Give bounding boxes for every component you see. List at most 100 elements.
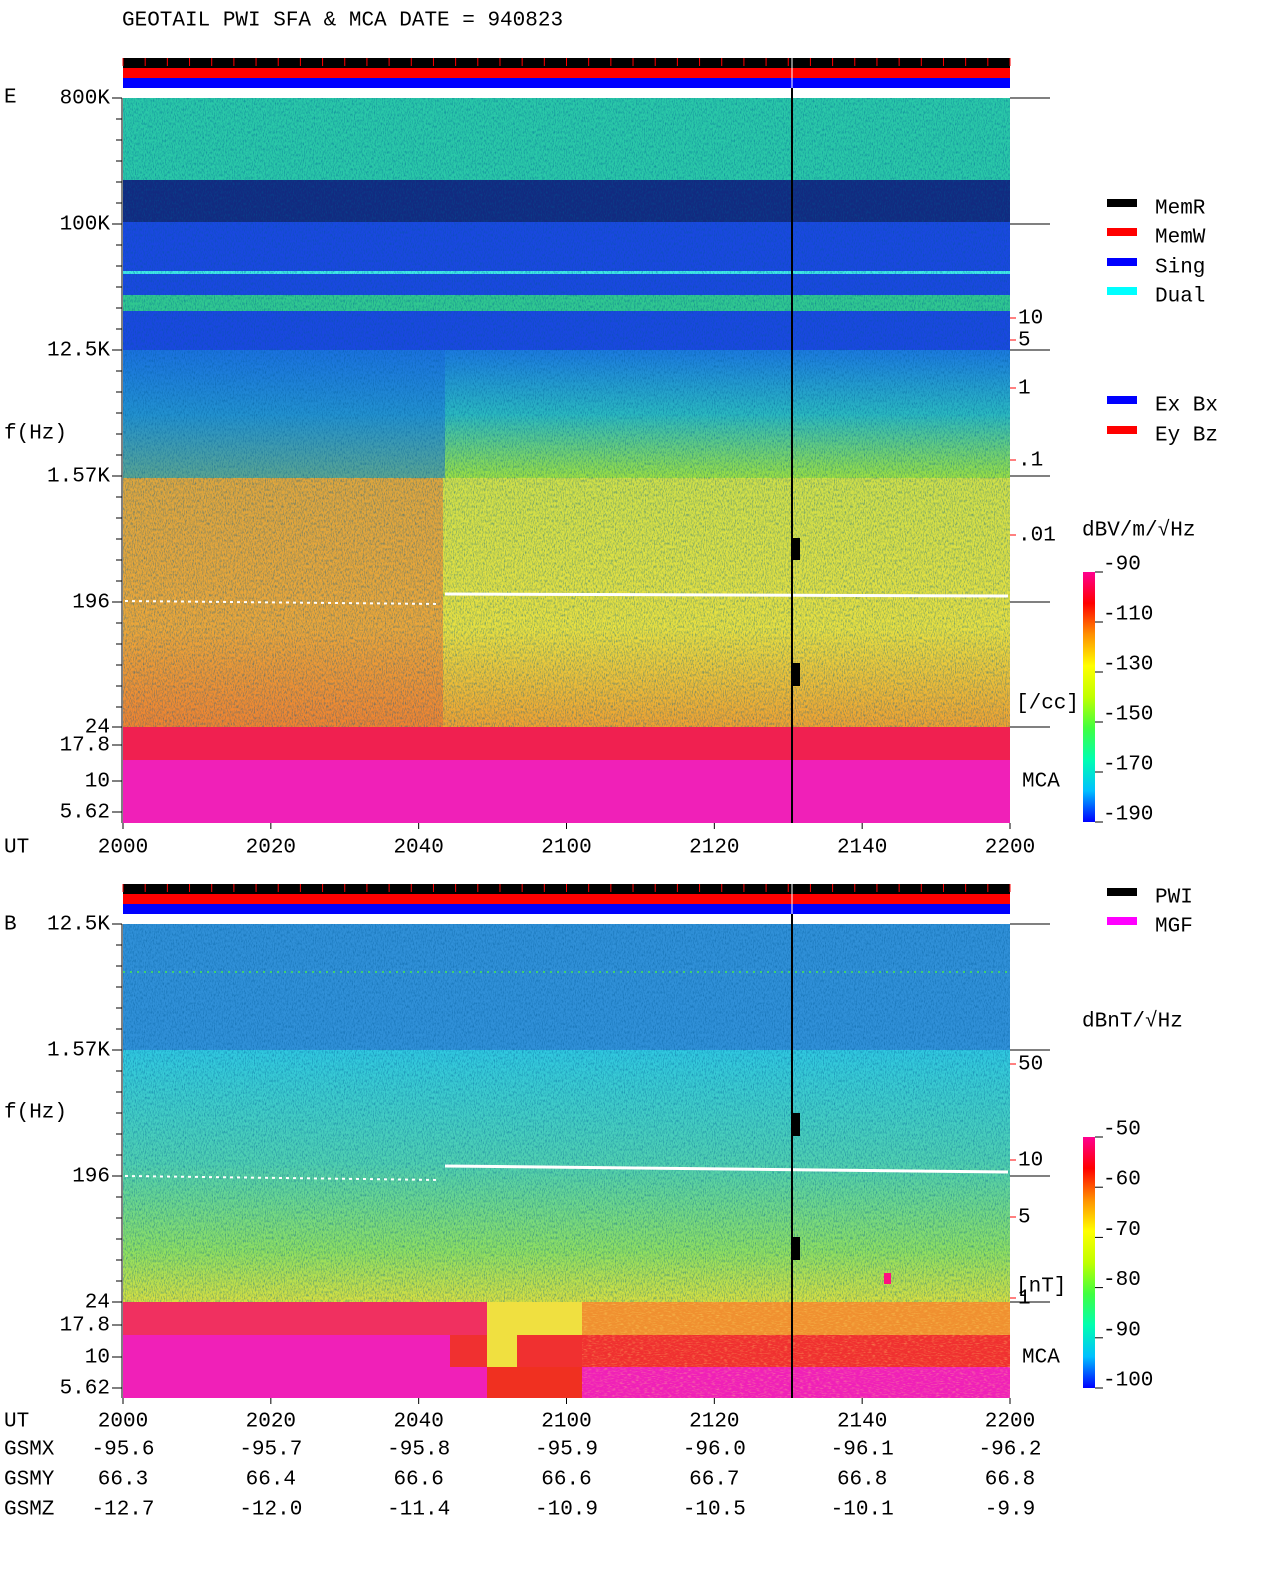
spectrogram-e [123,88,1010,823]
ephemeris-name: GSMX [4,1439,55,1462]
ephemeris-value: 66.3 [98,1469,148,1492]
legend-label: PWI [1155,887,1193,910]
panel-label: B [4,914,17,937]
y-tick-label: 17.8 [60,1315,110,1338]
y2-axis-label: [nT] [1016,1276,1066,1299]
x-tick-label: 2020 [246,837,296,860]
colorbar [1083,1137,1095,1388]
y2-tick-label: .01 [1018,525,1056,548]
x-tick-label: 2040 [393,1411,443,1434]
y2-tick-label: 1 [1018,378,1031,401]
ephemeris-value: -96.1 [831,1439,894,1462]
x-tick-label: 2040 [393,837,443,860]
colorbar-tick-label: -110 [1103,604,1153,627]
y-tick-label: 100K [60,214,111,237]
ephemeris-value: -96.0 [683,1439,746,1462]
ephemeris-value: -10.9 [535,1499,598,1522]
ephemeris-value: 66.4 [246,1469,296,1492]
colorbar-tick-label: -90 [1103,1319,1141,1342]
ephemeris-value: 66.7 [689,1469,739,1492]
y2-tick-label: 5 [1018,1207,1031,1230]
title: GEOTAIL PWI SFA & MCA DATE = 940823 [122,10,563,33]
colorbar-tick-label: -130 [1103,654,1153,677]
panel-label: E [4,87,17,110]
ephemeris-value: 66.6 [541,1469,591,1492]
y2-tick-label: .1 [1018,450,1043,473]
y2-tick-label: 5 [1018,330,1031,353]
y-tick-label: 17.8 [60,735,110,758]
colorbar-label: dBV/m/√Hz [1082,519,1195,543]
x-axis-label: UT [4,1411,29,1434]
legend-label: MemW [1155,227,1206,250]
colorbar-tick-label: -170 [1103,754,1153,777]
ephemeris-value: -95.8 [387,1439,450,1462]
legend-swatch [1107,199,1137,207]
x-tick-label: 2100 [541,837,591,860]
ephemeris-value: 66.8 [985,1469,1035,1492]
y2-tick-label: 50 [1018,1054,1043,1077]
ephemeris-value: -9.9 [985,1499,1035,1522]
legend-label: MemR [1155,198,1206,221]
y-tick-label: 800K [60,88,111,111]
colorbar-tick-label: -70 [1103,1219,1141,1242]
ephemeris-value: -95.6 [91,1439,154,1462]
ephemeris-name: GSMY [4,1469,55,1492]
x-tick-label: 2000 [98,837,148,860]
legend-swatch [1107,228,1137,236]
y2-tick-label: 1 [1018,1288,1031,1311]
y-tick-label: 196 [72,592,110,615]
x-axis-label: UT [4,837,29,860]
colorbar-tick-label: -190 [1103,804,1153,827]
legend-label: Dual [1155,286,1205,309]
mca-label: MCA [1022,1347,1060,1370]
y-tick-label: 24 [85,1292,110,1315]
x-tick-label: 2020 [246,1411,296,1434]
y2-tick-label: 10 [1018,308,1043,331]
y-tick-label: 12.5K [47,340,110,363]
colorbar-tick-label: -80 [1103,1269,1141,1292]
x-tick-label: 2200 [985,1411,1035,1434]
ephemeris-value: -95.7 [239,1439,302,1462]
colorbar-tick-label: -100 [1103,1370,1153,1393]
ephemeris-value: -12.7 [91,1499,154,1522]
y-tick-label: 24 [85,717,110,740]
legend-swatch [1107,426,1137,434]
colorbar-tick-label: -150 [1103,704,1153,727]
ephemeris-value: -10.1 [831,1499,894,1522]
ephemeris-value: 66.8 [837,1469,887,1492]
legend-label: Ex Bx [1155,395,1218,418]
ephemeris-value: 66.6 [393,1469,443,1492]
y2-tick-label: 10 [1018,1150,1043,1173]
y-axis-label: f(Hz) [4,1102,67,1125]
ephemeris-value: -11.4 [387,1499,450,1522]
legend-swatch [1107,287,1137,295]
y-axis-label: f(Hz) [4,423,67,446]
x-tick-label: 2140 [837,1411,887,1434]
colorbar-tick-label: -60 [1103,1169,1141,1192]
y-tick-label: 1.57K [47,466,110,489]
y-tick-label: 10 [85,1347,110,1370]
y-tick-label: 5.62 [60,802,110,825]
legend-swatch [1107,888,1137,896]
y-tick-label: 196 [72,1166,110,1189]
y2-axis-label: [/cc] [1016,693,1079,716]
colorbar [1083,572,1095,822]
spectrogram-b [123,914,1010,1398]
y-tick-label: 12.5K [47,914,110,937]
colorbar-tick-label: -50 [1103,1119,1141,1142]
legend-label: MGF [1155,916,1193,939]
x-tick-label: 2120 [689,1411,739,1434]
ephemeris-value: -95.9 [535,1439,598,1462]
x-tick-label: 2100 [541,1411,591,1434]
y-tick-label: 1.57K [47,1040,110,1063]
legend-label: Ey Bz [1155,425,1218,448]
x-tick-label: 2200 [985,837,1035,860]
ephemeris-value: -10.5 [683,1499,746,1522]
ephemeris-value: -12.0 [239,1499,302,1522]
mca-label: MCA [1022,771,1060,794]
y-tick-label: 10 [85,771,110,794]
colorbar-tick-label: -90 [1103,554,1141,577]
ephemeris-name: GSMZ [4,1499,54,1522]
ephemeris-value: -96.2 [978,1439,1041,1462]
